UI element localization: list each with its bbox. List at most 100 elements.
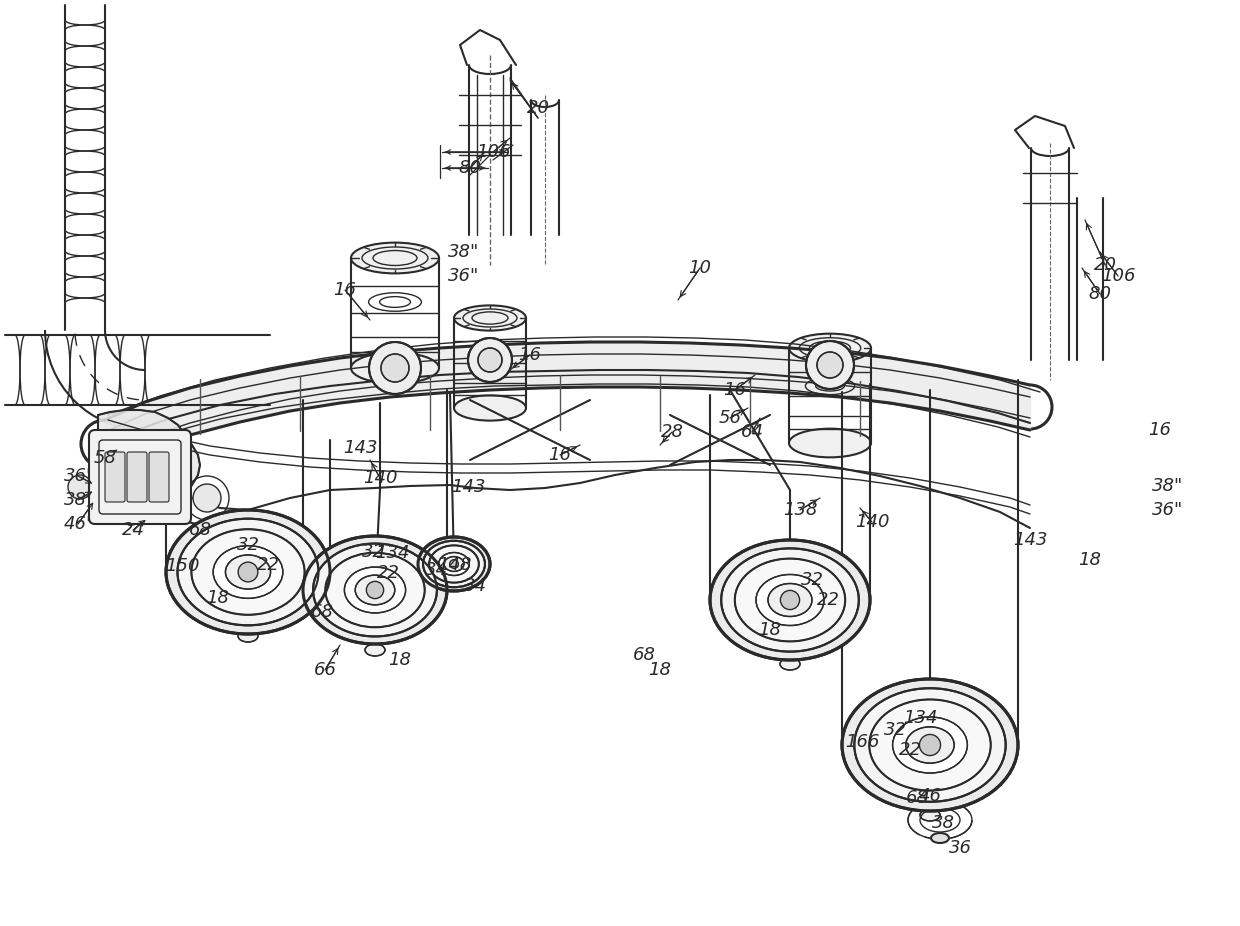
FancyBboxPatch shape: [105, 452, 125, 502]
Circle shape: [780, 591, 800, 609]
Text: 18: 18: [759, 621, 781, 639]
Text: 38': 38': [64, 491, 92, 509]
Text: 16: 16: [1148, 421, 1172, 439]
Text: 10: 10: [688, 259, 712, 277]
Text: 140: 140: [363, 469, 397, 487]
Text: 143: 143: [1013, 531, 1048, 549]
Text: 36': 36': [64, 467, 92, 485]
Ellipse shape: [423, 541, 485, 587]
Ellipse shape: [166, 510, 330, 634]
Text: 22: 22: [899, 741, 921, 759]
Text: 18: 18: [649, 661, 672, 679]
Ellipse shape: [735, 558, 846, 642]
Text: 68: 68: [310, 603, 334, 621]
Ellipse shape: [711, 540, 870, 660]
Circle shape: [806, 341, 854, 389]
Text: 134: 134: [374, 544, 409, 562]
Text: 18: 18: [1079, 551, 1101, 569]
Ellipse shape: [931, 833, 949, 843]
Text: 36: 36: [949, 839, 971, 857]
Ellipse shape: [355, 575, 394, 605]
Ellipse shape: [789, 333, 870, 362]
Ellipse shape: [722, 548, 859, 652]
FancyBboxPatch shape: [126, 452, 148, 502]
Ellipse shape: [439, 553, 469, 575]
Ellipse shape: [325, 553, 424, 627]
Text: 20: 20: [527, 99, 549, 117]
Text: 16: 16: [548, 446, 572, 464]
Ellipse shape: [920, 809, 940, 821]
Text: 68: 68: [632, 646, 656, 664]
Text: 143: 143: [451, 478, 485, 496]
Text: 80: 80: [459, 159, 481, 177]
Text: 106: 106: [1101, 267, 1136, 285]
Circle shape: [919, 734, 941, 756]
Ellipse shape: [345, 567, 405, 613]
Text: 46: 46: [919, 787, 941, 805]
Circle shape: [477, 348, 502, 372]
Text: 134: 134: [903, 709, 937, 727]
Text: 32: 32: [801, 571, 823, 589]
Ellipse shape: [893, 717, 967, 773]
Text: 68: 68: [188, 521, 212, 539]
Text: 58: 58: [93, 449, 117, 467]
Text: 38": 38": [449, 243, 480, 261]
Text: 66: 66: [314, 661, 336, 679]
Text: 166: 166: [844, 733, 879, 751]
Text: 143: 143: [342, 439, 377, 457]
Circle shape: [450, 559, 459, 569]
Text: 80: 80: [1089, 285, 1111, 303]
Circle shape: [366, 582, 383, 598]
Text: 22: 22: [816, 591, 839, 609]
Ellipse shape: [869, 699, 991, 791]
Circle shape: [68, 475, 92, 499]
Text: 38": 38": [1152, 477, 1184, 495]
FancyBboxPatch shape: [89, 430, 191, 524]
Text: 68: 68: [905, 789, 929, 807]
Text: 18: 18: [388, 651, 412, 669]
Text: 36": 36": [449, 267, 480, 285]
Ellipse shape: [226, 555, 270, 589]
Text: 32: 32: [883, 721, 906, 739]
Circle shape: [381, 354, 409, 382]
Ellipse shape: [444, 557, 464, 571]
Ellipse shape: [789, 429, 870, 457]
Text: 36": 36": [1152, 501, 1184, 519]
Text: 16: 16: [334, 281, 357, 299]
Ellipse shape: [756, 574, 825, 625]
Text: 32: 32: [362, 543, 384, 561]
Text: 140: 140: [854, 513, 889, 531]
Text: 150: 150: [165, 557, 200, 575]
Ellipse shape: [905, 727, 955, 763]
Text: 22: 22: [257, 556, 279, 574]
Text: 22: 22: [377, 564, 399, 582]
Text: 34: 34: [424, 561, 448, 579]
FancyBboxPatch shape: [149, 452, 169, 502]
Ellipse shape: [238, 630, 258, 642]
Ellipse shape: [303, 536, 446, 644]
Circle shape: [817, 352, 843, 378]
Text: 34: 34: [464, 577, 486, 595]
Ellipse shape: [454, 306, 526, 331]
Text: 16: 16: [723, 381, 746, 399]
Ellipse shape: [213, 545, 283, 598]
Ellipse shape: [429, 545, 479, 582]
Text: 38: 38: [931, 814, 955, 832]
Text: 46': 46': [64, 515, 92, 533]
Text: 56: 56: [718, 409, 742, 427]
Ellipse shape: [780, 658, 800, 670]
Text: 18: 18: [207, 589, 229, 607]
Circle shape: [238, 562, 258, 582]
Text: 106: 106: [476, 143, 510, 161]
Circle shape: [193, 484, 221, 512]
Ellipse shape: [842, 679, 1018, 811]
Ellipse shape: [351, 353, 439, 383]
Text: 64: 64: [740, 423, 764, 441]
Polygon shape: [95, 410, 200, 525]
Ellipse shape: [365, 644, 384, 656]
Circle shape: [370, 342, 422, 394]
Ellipse shape: [191, 530, 305, 615]
Text: 138: 138: [782, 501, 817, 519]
Text: 24: 24: [122, 521, 145, 539]
Ellipse shape: [854, 688, 1006, 802]
